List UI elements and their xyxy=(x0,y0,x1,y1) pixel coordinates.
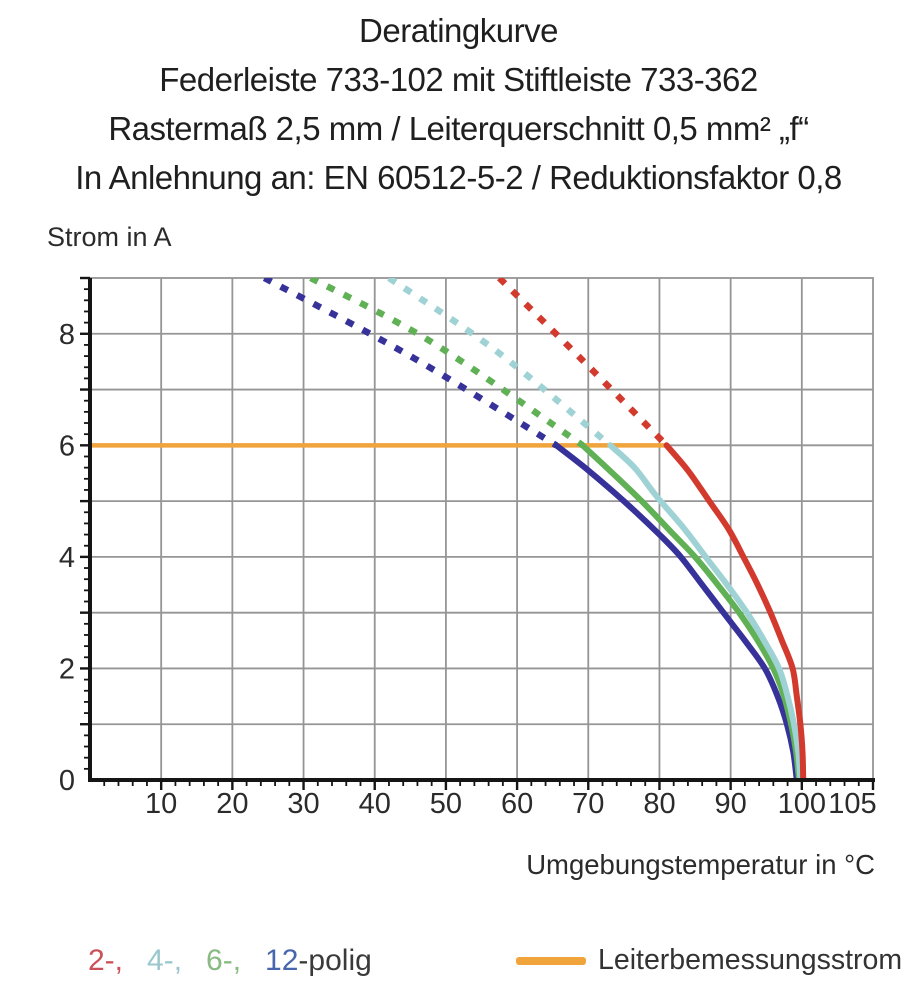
chart-title: Deratingkurve xyxy=(359,12,558,49)
legend-part: 2-, xyxy=(88,944,124,977)
y-tick-label: 6 xyxy=(59,430,75,462)
series-2-polig-dashed-curve xyxy=(497,278,669,448)
legend-part: 12 xyxy=(265,944,299,977)
x-tick-label: 80 xyxy=(643,788,675,820)
chart-title-block: Deratingkurve Federleiste 733-102 mit St… xyxy=(0,6,917,202)
x-axis-title: Umgebungstemperatur in °C xyxy=(526,849,875,880)
reference-legend: Leiterbemessungsstrom xyxy=(516,944,902,977)
y-tick-label: 0 xyxy=(59,765,75,797)
x-tick-label: 100 xyxy=(778,788,826,820)
x-tick-label: 40 xyxy=(359,788,391,820)
legend-row: 2-, 4-, 6-, 12-polig Leiterbemessungsstrom xyxy=(0,944,917,988)
plot-border xyxy=(89,277,874,781)
y-tick-label: 8 xyxy=(59,319,75,351)
series-legend: 2-, 4-, 6-, 12-polig xyxy=(88,944,372,978)
legend-part: 6-, xyxy=(206,944,242,977)
y-tick-label: 4 xyxy=(59,542,75,574)
x-tick-label: 10 xyxy=(145,788,177,820)
x-tick-label: 70 xyxy=(572,788,604,820)
series-4-polig-dashed-curve xyxy=(387,278,613,448)
chart-subtitle-norm: In Anlehnung an: EN 60512-5-2 / Reduktio… xyxy=(75,159,842,196)
reference-legend-label: Leiterbemessungsstrom xyxy=(598,944,903,976)
legend-part: 4-, xyxy=(147,944,183,977)
x-tick-label: 105 xyxy=(828,788,876,820)
x-tick-label: 30 xyxy=(287,788,319,820)
y-tick-label: 2 xyxy=(59,653,75,685)
legend-part: -polig xyxy=(298,944,372,977)
x-tick-label: 60 xyxy=(501,788,533,820)
y-axis-title: Strom in A xyxy=(47,222,172,252)
x-tick-label: 90 xyxy=(715,788,747,820)
series-4-polig-solid-curve xyxy=(607,442,804,780)
chart-subtitle-product: Federleiste 733-102 mit Stiftleiste 733-… xyxy=(159,61,758,98)
series-12-polig-solid-curve xyxy=(553,442,800,780)
chart-subtitle-spec: Rastermaß 2,5 mm / Leiterquerschnitt 0,5… xyxy=(108,110,809,147)
series-6-polig-dashed-curve xyxy=(309,278,585,448)
orange-line-swatch xyxy=(516,956,586,965)
x-tick-label: 20 xyxy=(216,788,248,820)
series-12-polig-dashed-curve xyxy=(262,278,558,449)
x-tick-label: 50 xyxy=(430,788,462,820)
series-2-polig-solid-curve xyxy=(663,442,807,780)
